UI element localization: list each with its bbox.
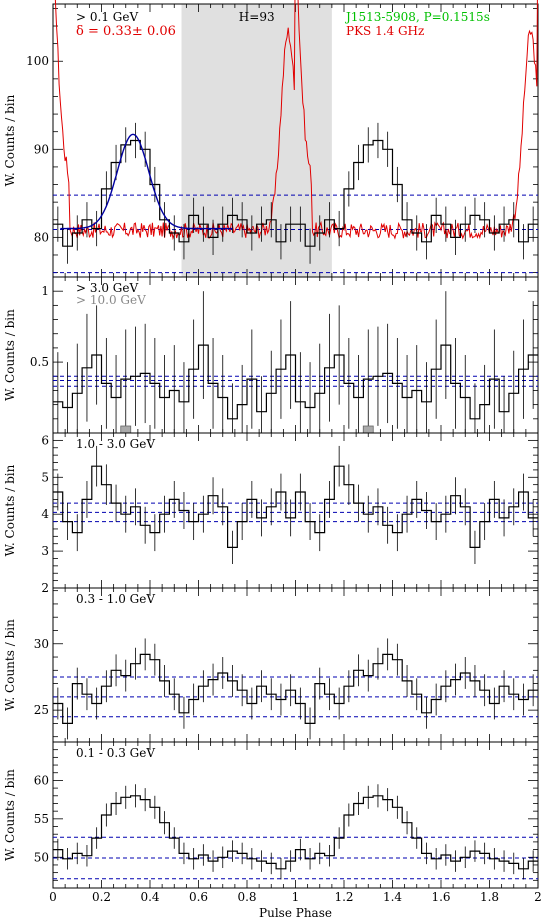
panel-4: 25 30 0.3 - 1.0 GeV W. Counts / bin <box>3 587 539 743</box>
x-tick-label: 2 <box>534 890 542 904</box>
x-tick-label: 0.4 <box>140 890 159 904</box>
htest-label: H=93 <box>239 10 275 24</box>
y-axis-title: W. Counts / bin <box>3 769 17 861</box>
x-tick-label: 0.8 <box>237 890 256 904</box>
high-energy-marker <box>120 425 132 434</box>
y-tick-label: 90 <box>34 142 49 156</box>
panel-5: 50 55 60 0.1 - 0.3 GeV W. Counts / bin <box>3 741 539 889</box>
y-tick-label: 0.5 <box>30 355 49 369</box>
energy-label: 1.0 - 3.0 GeV <box>76 437 155 451</box>
panel-2: 0.5 1 > 3.0 GeV> 10.0 GeV W. Counts / bin <box>3 276 539 434</box>
shaded-region <box>181 4 332 277</box>
y-tick-label: 55 <box>34 812 49 826</box>
energy-label: > 0.1 GeV <box>76 10 138 24</box>
x-axis-title: Pulse Phase <box>259 906 332 920</box>
x-tick-label: 0 <box>49 890 57 904</box>
panel-3: 2 3 4 5 6 1.0 - 3.0 GeV W. Counts / bin <box>3 432 539 595</box>
y-axis-title: W. Counts / bin <box>3 309 17 401</box>
y-tick-label: 25 <box>34 703 49 717</box>
radio-profile-line <box>54 0 538 241</box>
energy-label: > 3.0 GeV <box>76 281 138 295</box>
y-tick-label: 2 <box>41 581 49 595</box>
energy-label: 0.1 - 0.3 GeV <box>76 746 155 760</box>
x-tick-label: 1.8 <box>480 890 499 904</box>
gamma-histogram <box>53 139 538 247</box>
y-tick-label: 6 <box>41 433 49 447</box>
pulsar-label: J1513-5908, P=0.1515s <box>344 10 490 24</box>
y-tick-label: 5 <box>41 470 49 484</box>
x-tick-label: 1.2 <box>334 890 353 904</box>
y-tick-label: 1 <box>41 284 49 298</box>
radio-label: PKS 1.4 GHz <box>346 24 424 38</box>
y-axis-title: W. Counts / bin <box>3 94 17 186</box>
energy-label-secondary: > 10.0 GeV <box>76 293 146 307</box>
y-tick-label: 80 <box>34 230 49 244</box>
y-tick-label: 60 <box>34 773 49 787</box>
x-tick-labels: 0 0.2 0.4 0.6 0.8 1 1.2 1.4 1.6 1.8 2 <box>49 890 542 904</box>
x-tick-label: 1.4 <box>383 890 402 904</box>
y-tick-label: 100 <box>26 54 49 68</box>
y-axis-title: W. Counts / bin <box>3 464 17 556</box>
gaussian-fit-line <box>60 133 233 230</box>
y-tick-label: 4 <box>41 507 49 521</box>
y-tick-label: 50 <box>34 850 49 864</box>
y-tick-label: 3 <box>41 544 49 558</box>
high-energy-marker <box>362 425 374 434</box>
y-axis-title: W. Counts / bin <box>3 619 17 711</box>
x-tick-label: 1.6 <box>431 890 450 904</box>
x-tick-label: 1 <box>292 890 300 904</box>
delta-label: δ = 0.33± 0.06 <box>76 24 176 39</box>
energy-label: 0.3 - 1.0 GeV <box>76 592 155 606</box>
y-tick-label: 30 <box>34 637 49 651</box>
x-tick-label: 0.6 <box>189 890 208 904</box>
x-tick-label: 0.2 <box>92 890 111 904</box>
